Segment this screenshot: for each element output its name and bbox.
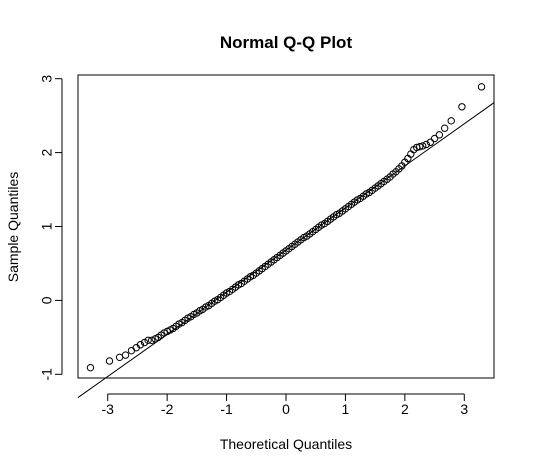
y-tick-label: 1: [39, 222, 55, 230]
data-point: [105, 357, 114, 365]
y-tick-label: 0: [39, 296, 55, 304]
y-tick-label: -1: [39, 368, 55, 381]
data-point: [422, 140, 430, 149]
y-tick-label: 3: [39, 75, 55, 83]
data-point: [440, 124, 449, 132]
y-tick-label: 2: [39, 148, 55, 156]
data-points: [86, 83, 486, 372]
data-point: [435, 131, 444, 139]
y-axis-label: Sample Quantiles: [5, 172, 21, 283]
x-axis-label: Theoretical Quantiles: [220, 436, 352, 452]
x-tick-label: -2: [161, 401, 174, 417]
data-point: [458, 103, 466, 111]
x-tick-label: 2: [401, 401, 409, 417]
data-point: [121, 351, 130, 359]
data-point: [144, 336, 152, 345]
data-point: [447, 117, 455, 125]
data-point: [136, 341, 145, 349]
x-tick-label: -1: [220, 401, 233, 417]
data-point: [147, 336, 156, 345]
x-tick-label: 1: [342, 401, 350, 417]
chart-title: Normal Q-Q Plot: [220, 33, 353, 52]
x-tick-label: -3: [101, 401, 114, 417]
data-point: [115, 353, 124, 362]
y-axis: -1 0 1 2 3: [39, 75, 63, 381]
data-point: [86, 363, 95, 372]
x-axis: -3 -2 -1 0 1 2 3: [101, 393, 468, 417]
data-point: [426, 138, 435, 146]
data-point: [416, 142, 424, 151]
x-tick-label: 0: [282, 401, 290, 417]
data-point: [127, 346, 136, 355]
plot-frame: [77, 74, 495, 379]
data-point: [430, 134, 439, 143]
data-point: [477, 83, 486, 91]
x-tick-label: 3: [460, 401, 468, 417]
data-point: [418, 142, 427, 150]
